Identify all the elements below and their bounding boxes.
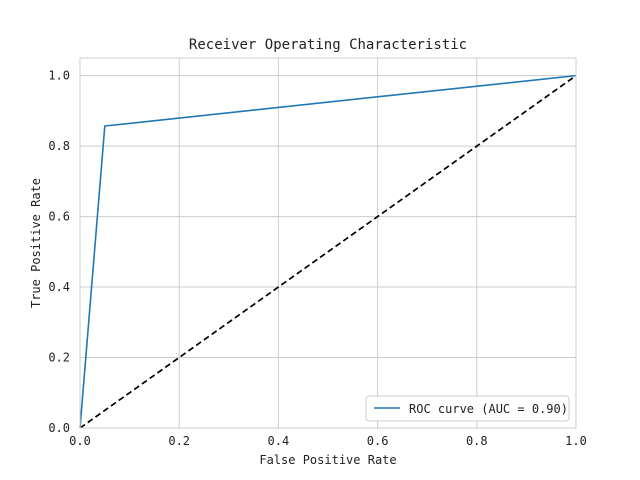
series-layer — [79, 74, 577, 429]
x-tick-label: 0.2 — [168, 434, 190, 448]
y-axis-label: True Positive Rate — [29, 178, 43, 308]
y-axis-ticks: 0.0 0.2 0.4 0.6 0.8 1.0 — [48, 69, 70, 435]
grid-lines — [79, 58, 577, 429]
legend-box — [365, 395, 570, 422]
x-tick-label: 0.8 — [466, 434, 488, 448]
plot-frame — [79, 57, 577, 429]
y-tick-label: 0.4 — [48, 280, 70, 294]
y-tick-label: 0.0 — [48, 421, 70, 435]
x-tick-label: 1.0 — [565, 434, 587, 448]
y-tick-label: 0.2 — [48, 351, 70, 365]
legend-label-roc: ROC curve (AUC = 0.90) — [409, 402, 568, 416]
chance-diagonal-line — [79, 74, 577, 429]
y-tick-label: 0.6 — [48, 210, 70, 224]
y-tick-label: 1.0 — [48, 69, 70, 83]
x-axis-ticks: 0.0 0.2 0.4 0.6 0.8 1.0 — [69, 434, 587, 448]
chart-title: Receiver Operating Characteristic — [189, 37, 467, 53]
x-tick-label: 0.4 — [268, 434, 290, 448]
y-tick-label: 0.8 — [48, 139, 70, 153]
x-axis-label: False Positive Rate — [259, 453, 396, 467]
plot-area — [80, 58, 576, 428]
x-tick-label: 0.0 — [69, 434, 91, 448]
legend: ROC curve (AUC = 0.90) — [365, 395, 570, 422]
roc-curve-line — [79, 74, 577, 429]
x-tick-label: 0.6 — [367, 434, 389, 448]
